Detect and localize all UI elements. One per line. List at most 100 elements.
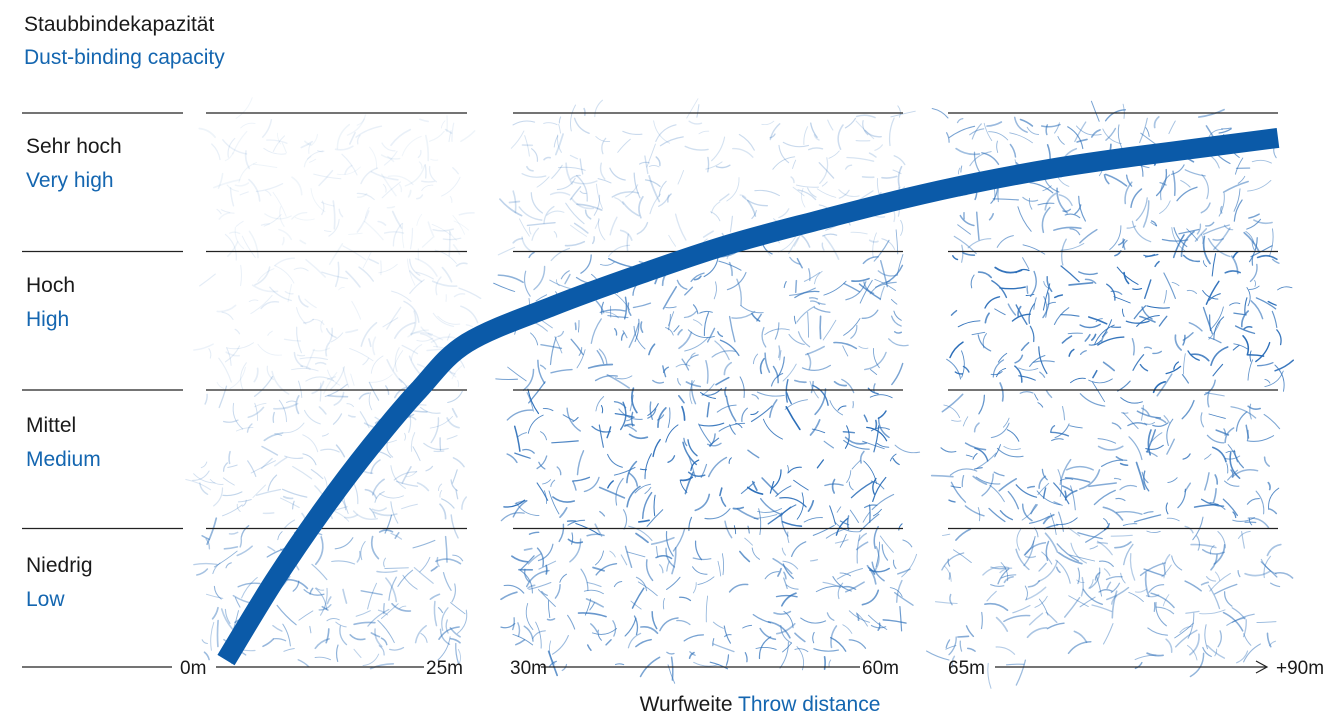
fiber-stroke <box>705 359 709 384</box>
fiber-stroke <box>1062 208 1072 213</box>
fiber-stroke <box>594 375 618 382</box>
fiber-stroke <box>809 419 821 436</box>
fiber-stroke <box>1243 326 1253 330</box>
fiber-stroke <box>442 571 452 591</box>
fiber-stroke <box>1123 271 1130 285</box>
fiber-stroke <box>609 550 616 558</box>
fiber-stroke <box>1024 555 1037 559</box>
fiber-stroke <box>644 155 649 175</box>
fiber-stroke <box>1115 510 1143 515</box>
fiber-stroke <box>647 403 659 417</box>
fiber-stroke <box>1144 279 1152 299</box>
fiber-stroke <box>1256 254 1278 261</box>
fiber-stroke <box>493 282 516 292</box>
fiber-stroke <box>328 327 334 344</box>
fiber-stroke <box>417 149 422 159</box>
fiber-stroke <box>1104 109 1127 122</box>
fiber-stroke <box>1038 562 1047 572</box>
fiber-stroke <box>1044 192 1057 211</box>
fiber-stroke <box>692 304 699 315</box>
fiber-stroke <box>677 169 685 185</box>
fiber-stroke <box>640 625 659 635</box>
fiber-stroke <box>1226 617 1246 626</box>
fiber-stroke <box>778 144 790 164</box>
fiber-stroke <box>1152 350 1162 355</box>
fiber-stroke <box>624 424 637 432</box>
fiber-stroke <box>342 245 367 261</box>
fiber-stroke <box>636 221 649 235</box>
fiber-stroke <box>320 448 340 453</box>
fiber-stroke <box>1098 560 1114 567</box>
fiber-stroke <box>952 255 959 261</box>
fiber-stroke <box>227 464 238 469</box>
fiber-stroke <box>319 382 322 402</box>
fiber-stroke <box>890 298 898 305</box>
fiber-stroke <box>304 140 312 146</box>
fiber-stroke <box>630 600 642 610</box>
fiber-stroke <box>715 164 731 169</box>
fiber-stroke <box>1204 453 1212 460</box>
fiber-stroke <box>1274 359 1295 372</box>
fiber-stroke <box>1050 431 1070 437</box>
fiber-stroke <box>1051 438 1064 442</box>
fiber-stroke <box>687 439 698 457</box>
fiber-stroke <box>500 591 518 601</box>
fiber-stroke <box>625 184 639 198</box>
fiber-stroke <box>298 380 303 398</box>
fiber-stroke <box>1189 353 1210 362</box>
fiber-stroke <box>1027 580 1041 588</box>
fiber-stroke <box>1155 601 1167 627</box>
fiber-stroke <box>1263 555 1272 579</box>
fiber-stroke <box>999 567 1013 574</box>
fiber-stroke <box>547 650 559 677</box>
fiber-stroke <box>1223 591 1233 607</box>
fiber-stroke <box>321 433 329 437</box>
fiber-stroke <box>1215 429 1230 436</box>
fiber-stroke <box>690 380 697 405</box>
fiber-stroke <box>1153 116 1160 129</box>
fiber-stroke <box>1234 157 1244 175</box>
fiber-stroke <box>1266 543 1282 557</box>
fiber-stroke <box>500 622 516 629</box>
fiber-stroke <box>1209 572 1231 592</box>
fiber-stroke <box>416 194 424 200</box>
fiber-stroke <box>360 590 383 596</box>
fiber-stroke <box>891 362 904 386</box>
fiber-stroke <box>1173 361 1180 370</box>
fiber-stroke <box>294 217 315 221</box>
fiber-stroke <box>719 487 723 497</box>
fiber-stroke <box>444 128 453 135</box>
fiber-stroke <box>1058 511 1064 532</box>
fiber-stroke <box>595 563 618 576</box>
fiber-stroke <box>689 651 696 656</box>
fiber-stroke <box>777 567 782 577</box>
fiber-stroke <box>363 220 384 241</box>
fiber-stroke <box>678 596 692 602</box>
fiber-stroke <box>423 442 449 451</box>
fiber-stroke <box>229 366 246 390</box>
fiber-stroke <box>960 165 963 173</box>
fiber-stroke <box>782 560 799 570</box>
fiber-stroke <box>641 491 653 520</box>
x-axis-title: Wurfweite Throw distance <box>640 693 881 716</box>
fiber-stroke <box>945 132 950 143</box>
fiber-stroke <box>1070 377 1086 384</box>
fiber-stroke <box>1011 313 1031 322</box>
fiber-stroke <box>430 336 456 344</box>
fiber-stroke <box>213 550 238 568</box>
fiber-stroke <box>404 165 426 187</box>
fiber-stroke <box>1242 335 1250 356</box>
fiber-stroke <box>324 383 348 398</box>
fiber-stroke <box>558 166 586 171</box>
fiber-stroke <box>576 174 588 202</box>
fiber-stroke <box>1212 238 1224 241</box>
fiber-stroke <box>521 173 547 178</box>
fiber-stroke <box>1196 535 1201 551</box>
fiber-stroke <box>946 358 962 380</box>
fiber-stroke <box>1120 397 1143 404</box>
fiber-stroke <box>793 315 797 325</box>
fiber-stroke <box>958 167 961 175</box>
fiber-stroke <box>1131 220 1152 243</box>
fiber-stroke <box>843 318 861 336</box>
fiber-stroke <box>659 617 679 632</box>
